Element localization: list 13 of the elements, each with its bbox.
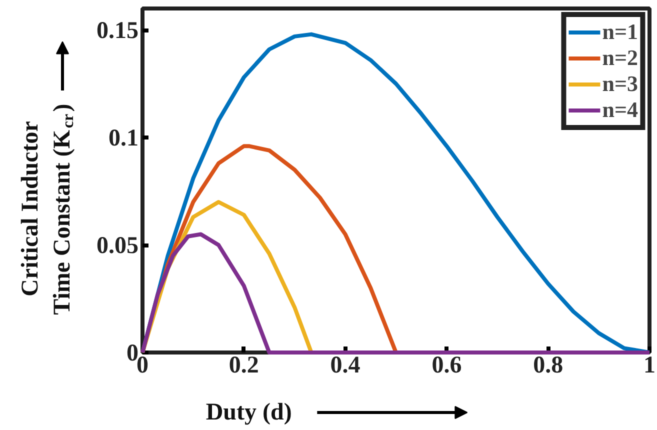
- legend-label: n=3: [602, 71, 638, 97]
- x-axis-title: Duty (d): [206, 400, 292, 426]
- x-tick-label: 0.8: [533, 352, 564, 378]
- legend-label: n=2: [602, 45, 638, 71]
- legend-label: n=1: [602, 19, 638, 45]
- y-tick-label: 0.15: [96, 18, 138, 44]
- y-tick-label: 0.05: [96, 233, 138, 259]
- x-tick-label: 0.6: [432, 352, 462, 378]
- x-tick-label: 0.4: [330, 352, 360, 378]
- legend-label: n=4: [602, 97, 638, 123]
- x-tick-label: 0.2: [228, 352, 259, 378]
- x-tick-label: 1: [644, 352, 656, 378]
- y-tick-label: 0.1: [108, 126, 138, 152]
